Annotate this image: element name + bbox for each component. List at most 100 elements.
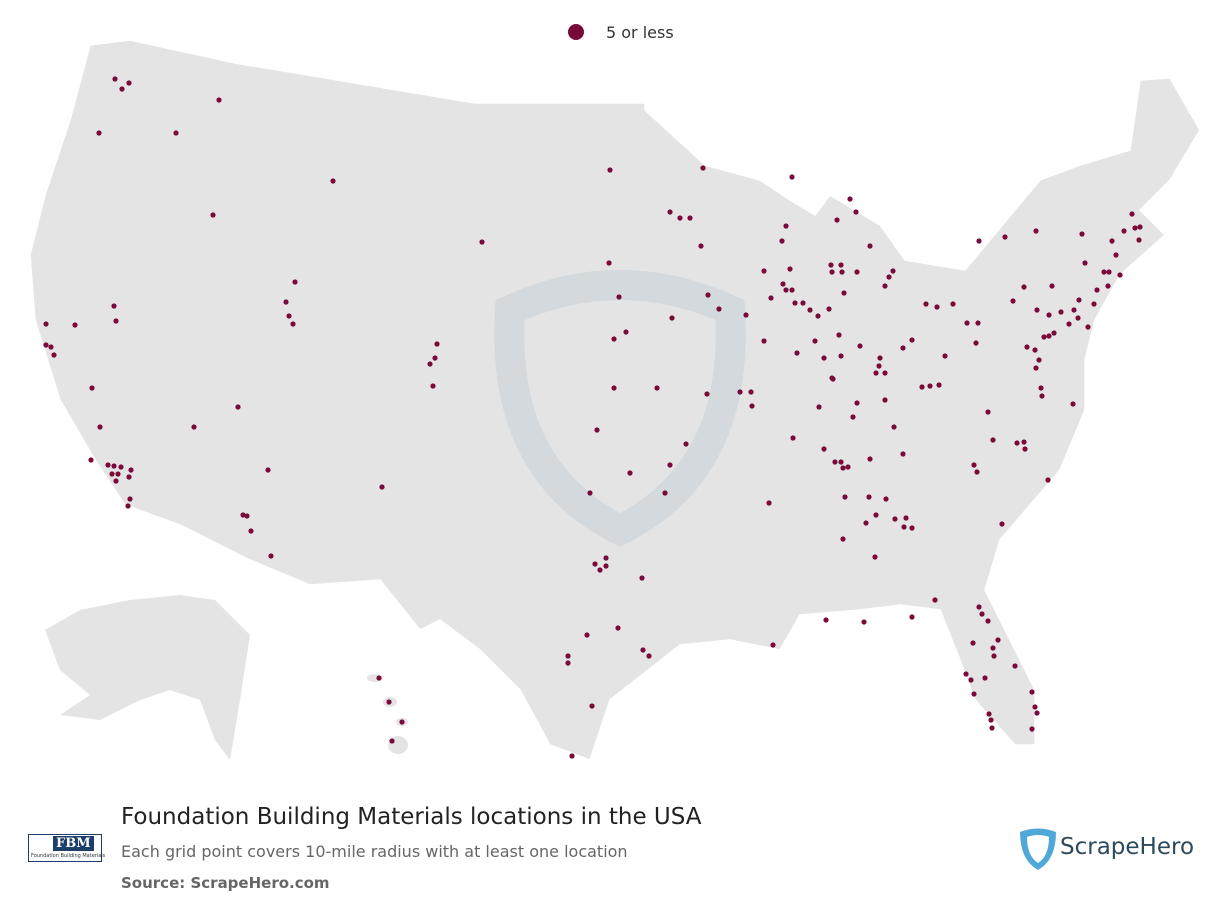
location-dot bbox=[646, 653, 652, 659]
location-dot bbox=[976, 238, 982, 244]
location-dot bbox=[1012, 663, 1018, 669]
location-dot bbox=[932, 597, 938, 603]
location-dot bbox=[292, 279, 298, 285]
location-dot bbox=[627, 470, 633, 476]
location-dot bbox=[854, 400, 860, 406]
alaska-shape bbox=[45, 595, 250, 760]
location-dot bbox=[823, 617, 829, 623]
location-dot bbox=[286, 313, 292, 319]
location-dot bbox=[787, 266, 793, 272]
location-dot bbox=[235, 404, 241, 410]
location-dot bbox=[587, 490, 593, 496]
location-dot bbox=[125, 503, 131, 509]
location-dot bbox=[379, 484, 385, 490]
location-dot bbox=[1079, 231, 1085, 237]
usa-shape bbox=[29, 39, 1201, 761]
location-dot bbox=[815, 313, 821, 319]
location-dot bbox=[988, 717, 994, 723]
location-dot bbox=[976, 604, 982, 610]
location-dot bbox=[834, 217, 840, 223]
location-dot bbox=[748, 389, 754, 395]
location-dot bbox=[995, 637, 1001, 643]
location-dot bbox=[1137, 224, 1143, 230]
location-dot bbox=[1046, 312, 1052, 318]
location-dot bbox=[982, 675, 988, 681]
location-dot bbox=[704, 391, 710, 397]
location-dot bbox=[705, 292, 711, 298]
location-dot bbox=[963, 671, 969, 677]
location-dot bbox=[989, 725, 995, 731]
watermark bbox=[494, 270, 746, 547]
location-dot bbox=[330, 178, 336, 184]
location-dot bbox=[973, 340, 979, 346]
location-dot bbox=[96, 130, 102, 136]
location-dot bbox=[427, 361, 433, 367]
location-dot bbox=[677, 215, 683, 221]
location-dot bbox=[700, 165, 706, 171]
location-dot bbox=[126, 474, 132, 480]
location-dot bbox=[569, 753, 575, 759]
location-dot bbox=[616, 294, 622, 300]
location-dot bbox=[667, 209, 673, 215]
location-dot bbox=[789, 174, 795, 180]
location-dot bbox=[1075, 315, 1081, 321]
location-dot bbox=[1046, 333, 1052, 339]
location-dot bbox=[936, 382, 942, 388]
location-dot bbox=[1032, 347, 1038, 353]
location-dot bbox=[1002, 234, 1008, 240]
location-dot bbox=[1021, 439, 1027, 445]
location-dot bbox=[1034, 307, 1040, 313]
location-dot bbox=[1066, 321, 1072, 327]
location-dot bbox=[794, 350, 800, 356]
location-dot bbox=[1105, 283, 1111, 289]
location-dot bbox=[432, 355, 438, 361]
location-dot bbox=[1029, 689, 1035, 695]
location-dot bbox=[1071, 307, 1077, 313]
location-dot bbox=[867, 456, 873, 462]
location-dot bbox=[882, 283, 888, 289]
location-dot bbox=[975, 320, 981, 326]
location-dot bbox=[749, 403, 755, 409]
location-dot bbox=[840, 536, 846, 542]
location-dot bbox=[1076, 297, 1082, 303]
location-dot bbox=[826, 306, 832, 312]
location-dot bbox=[854, 269, 860, 275]
location-dot bbox=[866, 494, 872, 500]
location-dot bbox=[779, 238, 785, 244]
location-dot bbox=[1121, 228, 1127, 234]
location-dot bbox=[1106, 269, 1112, 275]
location-dot bbox=[838, 459, 844, 465]
hawaii-shape bbox=[367, 674, 408, 754]
location-dot bbox=[611, 385, 617, 391]
location-dot bbox=[565, 653, 571, 659]
location-dot bbox=[386, 699, 392, 705]
location-dot bbox=[640, 647, 646, 653]
location-dot bbox=[565, 660, 571, 666]
location-dot bbox=[999, 521, 1005, 527]
location-dot bbox=[990, 645, 996, 651]
location-dot bbox=[1038, 385, 1044, 391]
location-dot bbox=[611, 336, 617, 342]
location-dot bbox=[876, 363, 882, 369]
location-dot bbox=[970, 640, 976, 646]
location-dot bbox=[872, 554, 878, 560]
location-dot bbox=[1129, 211, 1135, 217]
location-dot bbox=[974, 469, 980, 475]
location-dot bbox=[903, 515, 909, 521]
location-dot bbox=[216, 97, 222, 103]
location-dot bbox=[89, 385, 95, 391]
location-dot bbox=[850, 414, 856, 420]
location-dot bbox=[909, 337, 915, 343]
location-dot bbox=[1041, 334, 1047, 340]
location-dot bbox=[919, 384, 925, 390]
location-dot bbox=[838, 262, 844, 268]
location-dot bbox=[97, 424, 103, 430]
location-dot bbox=[603, 563, 609, 569]
location-dot bbox=[1036, 357, 1042, 363]
location-dot bbox=[768, 295, 774, 301]
location-dot bbox=[654, 385, 660, 391]
location-dot bbox=[790, 435, 796, 441]
location-dot bbox=[48, 344, 54, 350]
location-dot bbox=[891, 424, 897, 430]
location-dot bbox=[1094, 287, 1100, 293]
